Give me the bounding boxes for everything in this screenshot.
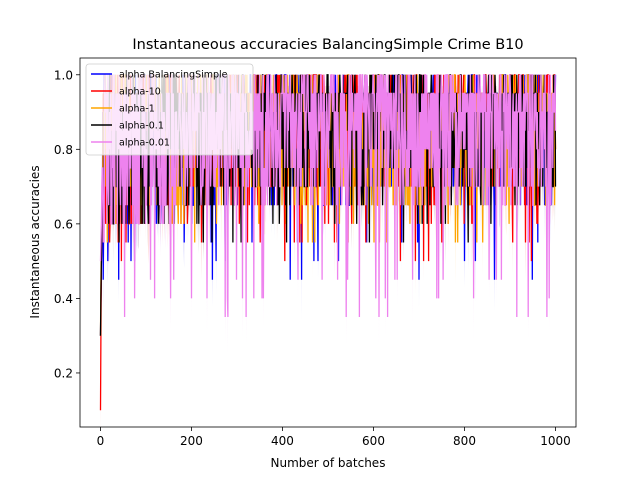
y-axis-label: Instantaneous accuracies — [28, 165, 42, 318]
y-tick-label: 0.6 — [54, 217, 73, 231]
chart-title: Instantaneous accuracies BalancingSimple… — [132, 37, 523, 53]
x-tick-label: 400 — [271, 434, 294, 448]
y-tick-label: 0.4 — [54, 292, 73, 306]
legend-label: alpha-0.01 — [119, 138, 170, 149]
x-tick-label: 200 — [180, 434, 203, 448]
legend: alpha BalancingSimple alpha-10 alpha-1 alph… — [85, 63, 254, 156]
y-tick-label: 0.2 — [54, 366, 73, 380]
x-tick-label: 800 — [453, 434, 476, 448]
legend-label: alpha-0.1 — [119, 121, 164, 132]
legend-label: alpha BalancingSimple — [119, 70, 228, 81]
legend-box — [85, 63, 254, 156]
x-axis-label: Number of batches — [271, 456, 386, 470]
legend-label: alpha-1 — [119, 104, 155, 115]
plot-frame — [79, 57, 577, 428]
legend-label: alpha-10 — [119, 87, 161, 98]
y-tick-label: 0.8 — [54, 143, 73, 157]
y-axis-ticks: 0.2 0.4 0.6 0.8 1.0 — [54, 68, 80, 380]
x-tick-label: 1000 — [540, 434, 571, 448]
y-tick-label: 1.0 — [54, 68, 73, 82]
x-tick-label: 0 — [97, 434, 105, 448]
x-tick-label: 600 — [362, 434, 385, 448]
x-axis-ticks: 0 200 400 600 800 1000 — [97, 427, 571, 448]
